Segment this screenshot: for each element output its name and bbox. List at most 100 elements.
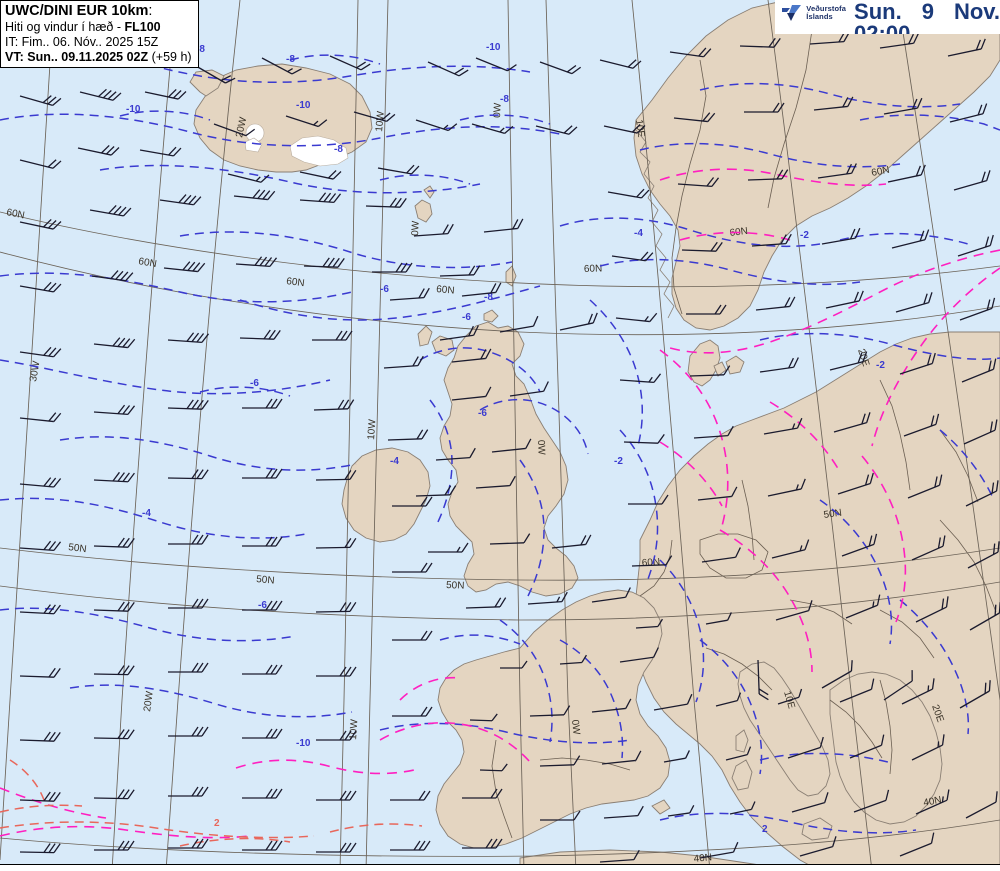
lon-label-0w-1: 0W bbox=[492, 102, 504, 118]
isotherm-cold-32 bbox=[439, 634, 521, 645]
isotherm-label: -8 bbox=[196, 44, 205, 55]
lat-label-40n-1: 40N bbox=[693, 852, 712, 865]
land-corsica bbox=[735, 729, 749, 753]
isotherm-label: -8 bbox=[500, 94, 509, 105]
isotherm-zero-8 bbox=[235, 759, 415, 775]
banner-month: Nov. bbox=[953, 0, 1000, 24]
isotherm-zero-6 bbox=[379, 721, 531, 763]
isotherm-label: -4 bbox=[142, 508, 151, 519]
lat-label-60n-8: 60N bbox=[641, 557, 660, 569]
lat-label-50n-3: 50N bbox=[446, 580, 465, 592]
isotherm-cold-20 bbox=[589, 299, 644, 447]
isotherm-cold-7 bbox=[0, 359, 331, 395]
isotherm-cold-11 bbox=[69, 684, 353, 718]
product-title-line: UWC/DINI EUR 10km: bbox=[5, 3, 192, 20]
isotherm-cold-2 bbox=[0, 113, 561, 147]
valid-time: Sun.. 09.11.2025 02Z bbox=[27, 49, 149, 64]
isotherm-label: -6 bbox=[380, 284, 389, 295]
lat-label-60n-4: 60N bbox=[436, 284, 455, 297]
product-subtitle-line: Hiti og vindur í hæð - FL100 bbox=[5, 20, 192, 35]
isotherm-zero-13 bbox=[769, 401, 841, 473]
isotherm-label: 2 bbox=[762, 824, 768, 835]
isotherm-zero-14 bbox=[659, 441, 723, 507]
land-balearics bbox=[651, 799, 671, 815]
land-shetland bbox=[505, 265, 517, 287]
lon-line-20w-b bbox=[111, 0, 177, 871]
land-faroe-islands-2 bbox=[423, 185, 435, 199]
lat-line-40n bbox=[0, 819, 1000, 857]
border-spain-portugal bbox=[491, 739, 513, 839]
lat-line-50n-a bbox=[0, 547, 1000, 581]
isotherm-cold-40 bbox=[759, 752, 889, 763]
logo-line-1: Veðurstofa bbox=[806, 3, 847, 13]
subtitle-text: Hiti og vindur í hæð - bbox=[5, 20, 125, 35]
border-germany-poland bbox=[741, 479, 755, 561]
lon-line-10e bbox=[631, 0, 711, 871]
banner-day-number: 9 bbox=[921, 0, 934, 24]
isotherm-cold-26 bbox=[759, 332, 1000, 360]
isotherm-cold-27 bbox=[859, 114, 1000, 131]
isotherm-cold-18 bbox=[639, 142, 901, 168]
banner-day-of-week: Sun. bbox=[854, 0, 902, 24]
lon-line-30e bbox=[897, 0, 1000, 701]
isotherm-cold-37 bbox=[459, 114, 551, 125]
isotherm-label: -8 bbox=[334, 144, 343, 155]
lat-label-60n-5: 60N bbox=[584, 263, 603, 275]
land-great-britain bbox=[439, 321, 579, 597]
border-cz bbox=[699, 533, 769, 579]
isotherm-zero-9 bbox=[0, 825, 251, 839]
isotherm-cold-35 bbox=[289, 54, 381, 65]
isotherm-warm-5 bbox=[9, 759, 45, 801]
isotherm-cold-15 bbox=[519, 459, 545, 597]
lat-line-60n-b bbox=[0, 251, 1000, 336]
border-belarus bbox=[939, 429, 979, 503]
coast-norway-fjords bbox=[635, 129, 675, 319]
isotherm-cold-28 bbox=[819, 499, 893, 645]
lat-label-60n-3: 60N bbox=[286, 276, 306, 289]
isotherm-cold-34 bbox=[119, 110, 211, 121]
isotherm-zero-5 bbox=[719, 529, 813, 673]
product-colon: : bbox=[148, 3, 153, 19]
isotherm-cold-13 bbox=[429, 399, 453, 527]
issue-time-line: IT: Fim.. 06. Nóv.. 2025 15Z bbox=[5, 35, 192, 50]
isotherm-cold-31 bbox=[379, 722, 631, 744]
valid-label: VT: bbox=[5, 49, 28, 64]
land-sardinia bbox=[731, 759, 753, 791]
valid-time-line: VT: Sun.. 09.11.2025 02Z (+59 h) bbox=[5, 50, 192, 65]
isotherm-cold-24 bbox=[559, 639, 624, 759]
lon-label-20w-2: 20W bbox=[142, 690, 156, 712]
isotherm-zero-1 bbox=[669, 249, 1000, 354]
isotherms-warm bbox=[0, 759, 423, 847]
isotherm-cold-19 bbox=[699, 82, 961, 108]
border-france-germany bbox=[639, 539, 673, 597]
isotherm-cold-6 bbox=[239, 285, 541, 321]
lon-label-10w-2: 10W bbox=[366, 418, 378, 440]
isotherm-warm-1 bbox=[0, 821, 315, 839]
issue-time: Fim.. 06. Nóv.. 2025 15Z bbox=[21, 34, 159, 49]
isotherm-zero-12 bbox=[679, 231, 791, 241]
product-name: UWC/DINI EUR 10km bbox=[5, 3, 149, 19]
isotherm-cold-9 bbox=[0, 497, 307, 539]
isotherm-label: -10 bbox=[296, 100, 311, 111]
isotherm-label: -6 bbox=[462, 312, 471, 323]
isotherm-label: -2 bbox=[800, 230, 809, 241]
isotherm-label: -10 bbox=[486, 42, 501, 53]
isotherm-warm-3 bbox=[0, 804, 83, 813]
lon-label-0w-4: 0W bbox=[569, 719, 582, 736]
isotherm-zero-11 bbox=[659, 168, 887, 187]
glacier-vatnajokull bbox=[289, 135, 349, 167]
isotherm-cold-10 bbox=[0, 607, 297, 642]
lon-label-10w-1: 10W bbox=[374, 110, 387, 132]
isotherm-cold-22 bbox=[659, 559, 705, 703]
border-france-spain bbox=[539, 757, 631, 771]
lat-line-60n-a bbox=[0, 211, 1000, 288]
lat-label-50n-4: 50N bbox=[823, 508, 843, 521]
isotherm-warm-2 bbox=[329, 823, 423, 833]
date-banner: Veðurstofa Íslands Sun. 9 Nov. 02:00 bbox=[775, 0, 1000, 34]
isotherm-label: -2 bbox=[614, 456, 623, 467]
isotherm-cold-25 bbox=[499, 619, 553, 743]
border-italy-alps bbox=[705, 647, 773, 691]
isotherm-label: -10 bbox=[126, 104, 141, 115]
isotherm-cold-16 bbox=[559, 217, 821, 248]
